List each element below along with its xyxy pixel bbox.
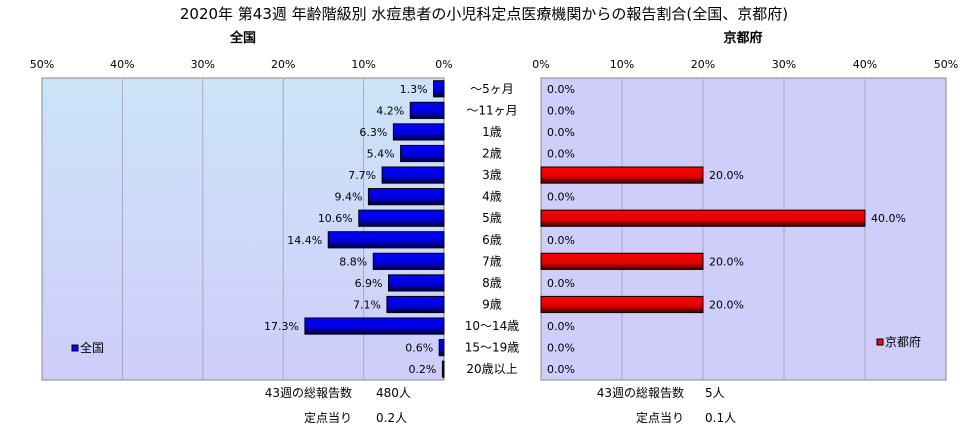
left-x-tick: 0% (435, 58, 452, 71)
left-bar (409, 101, 445, 119)
right-x-tick: 30% (772, 58, 796, 71)
right-bar (540, 252, 704, 270)
right-bar (540, 166, 704, 184)
left-value-label: 7.1% (353, 299, 381, 312)
right-plot-area (540, 77, 947, 381)
left-x-tick: 30% (191, 58, 215, 71)
right-value-label: 0.0% (547, 148, 575, 161)
left-bar (400, 144, 445, 163)
left-bar (386, 295, 445, 314)
right-footer-total-value: 5人 (705, 386, 725, 400)
right-value-label: 40.0% (871, 212, 906, 225)
category-label: 6歳 (482, 233, 502, 247)
category-label: ～5ヶ月 (470, 82, 514, 96)
right-subtitle: 京都府 (723, 30, 762, 46)
category-label: 20歳以上 (466, 362, 517, 376)
left-subtitle: 全国 (229, 30, 256, 46)
right-value-label: 0.0% (547, 83, 575, 96)
left-footer-total-label: 43週の総報告数 (265, 385, 352, 400)
right-bar (540, 295, 704, 314)
right-value-label: 20.0% (709, 255, 744, 268)
left-bar (304, 317, 445, 335)
left-footer-total-value: 480人 (376, 386, 411, 400)
left-x-tick: 20% (271, 58, 295, 71)
right-value-label: 0.0% (547, 342, 575, 355)
right-value-label: 0.0% (547, 126, 575, 139)
right-legend-swatch (876, 338, 884, 346)
category-label: 5歳 (482, 211, 502, 225)
category-label: 1歳 (482, 125, 502, 139)
left-bar (372, 252, 445, 270)
left-value-label: 10.6% (318, 212, 353, 225)
category-label: 9歳 (482, 298, 502, 312)
left-bar (392, 123, 445, 141)
left-bar (388, 274, 445, 292)
left-value-label: 0.6% (405, 342, 433, 355)
left-bar (367, 188, 445, 206)
right-value-label: 0.0% (547, 320, 575, 333)
right-value-label: 0.0% (547, 191, 575, 204)
left-value-label: 8.8% (339, 255, 367, 268)
left-value-label: 0.2% (408, 363, 436, 376)
left-bar (381, 166, 445, 184)
left-bar (327, 231, 445, 249)
category-label: 3歳 (482, 168, 502, 182)
right-legend-label: 京都府 (885, 334, 921, 349)
left-x-tick: 50% (30, 58, 54, 71)
left-value-label: 5.4% (367, 148, 395, 161)
right-value-label: 0.0% (547, 277, 575, 290)
left-bar (438, 339, 445, 357)
right-footer-total-label: 43週の総報告数 (597, 385, 684, 400)
right-x-tick: 0% (532, 58, 549, 71)
left-bar (441, 360, 445, 378)
chart-title: 2020年 第43週 年齢階級別 水痘患者の小児科定点医療機関からの報告割合(全… (180, 5, 788, 23)
right-footer-per-value: 0.1人 (705, 411, 736, 425)
category-label: 2歳 (482, 147, 502, 161)
category-label: 7歳 (482, 254, 502, 268)
right-x-tick: 40% (853, 58, 877, 71)
left-value-label: 1.3% (400, 83, 428, 96)
left-value-label: 14.4% (287, 234, 322, 247)
left-legend-label: 全国 (80, 340, 104, 355)
left-x-tick: 10% (351, 58, 375, 71)
category-label: 15～19歳 (465, 341, 520, 355)
left-bar (358, 209, 445, 227)
left-value-label: 6.9% (355, 277, 383, 290)
left-value-label: 6.3% (359, 126, 387, 139)
right-x-tick: 50% (934, 58, 958, 71)
category-label: 4歳 (482, 190, 502, 204)
right-value-label: 20.0% (709, 299, 744, 312)
category-label: 10～14歳 (465, 319, 520, 333)
right-x-tick: 10% (610, 58, 634, 71)
left-value-label: 4.2% (376, 104, 404, 117)
left-footer-per-label: 定点当り (304, 410, 352, 425)
right-x-tick: 20% (691, 58, 715, 71)
left-value-label: 17.3% (264, 320, 299, 333)
left-bar (433, 80, 445, 98)
left-legend-swatch (71, 344, 79, 352)
left-plot-area (41, 77, 445, 381)
right-value-label: 0.0% (547, 104, 575, 117)
right-value-label: 0.0% (547, 363, 575, 376)
left-value-label: 7.7% (348, 169, 376, 182)
right-footer-per-label: 定点当り (636, 410, 684, 425)
right-bar (540, 209, 866, 227)
category-label: ～11ヶ月 (466, 103, 517, 117)
left-footer-per-value: 0.2人 (376, 411, 407, 425)
right-value-label: 20.0% (709, 169, 744, 182)
left-value-label: 9.4% (334, 191, 362, 204)
category-label: 8歳 (482, 276, 502, 290)
right-value-label: 0.0% (547, 234, 575, 247)
left-x-tick: 40% (110, 58, 134, 71)
